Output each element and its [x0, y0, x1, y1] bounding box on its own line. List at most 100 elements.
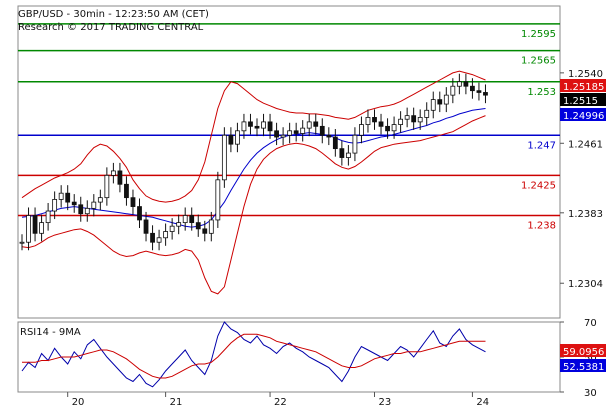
candle-body [345, 152, 351, 158]
rsi-badge-label: 52.5381 [563, 362, 604, 373]
candle-body [241, 121, 247, 132]
candle-body [339, 148, 345, 158]
level-label-1.253: 1.253 [527, 87, 556, 98]
rsi-badge-52.5381 [560, 359, 606, 372]
candle-body [378, 121, 384, 127]
candle-body [91, 201, 97, 209]
level-label-1.2425: 1.2425 [521, 180, 556, 191]
candle-body [110, 170, 116, 176]
candle-body [404, 115, 410, 120]
bollinger-upper-line [21, 70, 486, 203]
candle-body [326, 134, 332, 138]
candle-body [58, 192, 64, 200]
candle-body [65, 192, 71, 203]
level-label-1.2595: 1.2595 [521, 29, 556, 40]
y-axis: 1.2540 1.2461 1.2383 1.2304 [560, 69, 603, 290]
candle-body [391, 124, 397, 132]
level-label-1.2565: 1.2565 [521, 56, 556, 67]
candle-body [313, 121, 319, 127]
candle-body [398, 118, 404, 125]
price-badge-1.25185 [560, 79, 606, 92]
x-tick-label: 24 [476, 397, 489, 408]
price-badge-label: 1.2515 [563, 96, 598, 107]
level-label-1.238: 1.238 [527, 220, 556, 231]
candle-body [39, 222, 44, 234]
candle-body [352, 134, 358, 154]
candle-body [261, 121, 266, 129]
moving-average-line [21, 108, 486, 228]
y-tick-label: 1.2383 [568, 209, 603, 220]
candle-body [52, 199, 58, 212]
candle-body [430, 99, 436, 111]
candle-body [476, 90, 482, 93]
candle-body [424, 109, 430, 118]
candle-body [274, 130, 279, 138]
candle-body [456, 81, 462, 87]
candle-body [78, 204, 84, 215]
level-label-1.247: 1.247 [527, 140, 556, 151]
candles [19, 73, 488, 251]
chart-title: GBP/USD - 30min - 12:23:50 AM (CET) [18, 9, 209, 20]
candle-body [169, 225, 175, 232]
candle-body [189, 215, 195, 224]
candle-body [437, 99, 443, 105]
candle-body [45, 210, 51, 224]
candle-body [319, 125, 325, 136]
candle-body [365, 117, 371, 125]
rsi-y-tick-label: 70 [584, 318, 597, 329]
candle-body [130, 197, 136, 207]
main-frame [17, 5, 561, 319]
y-tick-label: 1.2461 [568, 139, 603, 150]
bollinger-lower-line [21, 115, 486, 295]
candle-body [19, 241, 25, 244]
rsi-line [21, 321, 486, 388]
candle-body [137, 206, 142, 221]
candle-body [221, 134, 227, 181]
y-tick-label: 1.2540 [568, 69, 603, 80]
candle-body [156, 237, 162, 243]
candle-body [470, 85, 475, 92]
candle-body [176, 222, 182, 227]
candle-body [411, 115, 417, 123]
candle-body [359, 124, 364, 136]
candle-body [463, 81, 469, 87]
x-tick-label: 23 [379, 397, 392, 408]
candle-body [248, 121, 253, 127]
price-badge-label: 1.24996 [563, 111, 604, 122]
candle-body [417, 117, 423, 123]
candle-body [117, 170, 123, 185]
rsi-frame [17, 321, 561, 393]
indicator-lines [21, 70, 486, 295]
x-tick-label: 20 [72, 397, 85, 408]
badges: 1.25185 1.2515 1.24996 [560, 79, 606, 122]
candle-body [182, 215, 188, 224]
price-badge-1.2515 [560, 93, 606, 106]
candle-body [104, 174, 110, 199]
x-tick-label: 22 [274, 397, 287, 408]
candle-body [306, 121, 312, 129]
candle-body [280, 134, 286, 138]
rsi-badge-label: 59.0956 [563, 347, 604, 358]
candle-body [195, 222, 201, 230]
price-badge-1.24996 [560, 108, 606, 121]
candle-body [450, 85, 456, 96]
rsi-ma-line [22, 333, 486, 379]
level-lines: 1.2595 1.2565 1.253 1.247 1.2425 1.238 [18, 23, 560, 231]
candle-body [97, 197, 103, 203]
candle-body [71, 201, 77, 206]
candle-body [287, 130, 293, 136]
rsi-title: RSI14 - 9MA [20, 327, 81, 338]
candle-body [254, 125, 260, 129]
x-tick-label: 21 [170, 397, 183, 408]
candle-body [84, 207, 90, 215]
candle-body [150, 232, 155, 243]
candle-body [143, 219, 149, 234]
candle-body [267, 121, 273, 132]
candle-body [215, 179, 221, 221]
candle-body [208, 219, 214, 234]
candle-body [26, 215, 31, 243]
candle-body [32, 215, 38, 234]
candle-body [235, 130, 240, 145]
